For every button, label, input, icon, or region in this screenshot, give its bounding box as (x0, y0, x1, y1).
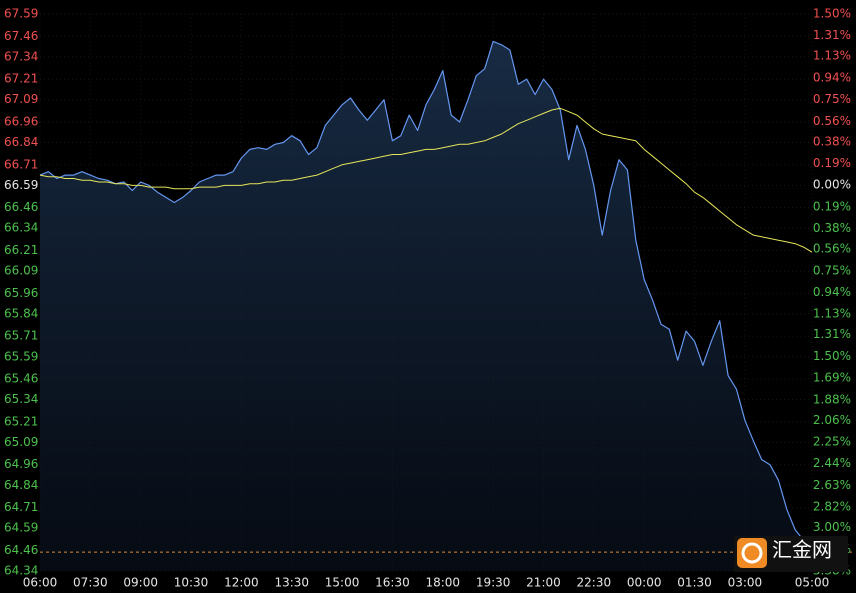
x-tick-label: 12:00 (224, 576, 259, 590)
average-line (39, 107, 813, 253)
y2-tick-label: 2.44% (813, 456, 851, 470)
y2-tick-label: 0.38% (813, 221, 851, 235)
y2-tick-label: 0.56% (813, 242, 851, 256)
y-tick-label: 66.21 (4, 243, 38, 257)
y2-tick-label: 2.63% (813, 478, 851, 492)
y-tick-label: 67.21 (4, 72, 38, 86)
y2-tick-label: 1.50% (813, 349, 851, 363)
y-tick-label: 64.84 (4, 478, 38, 492)
y2-tick-label: 1.50% (813, 7, 851, 21)
y2-tick-label: 0.94% (813, 70, 851, 84)
x-tick-label: 10:30 (174, 576, 209, 590)
x-tick-label: 03:00 (728, 576, 763, 590)
y2-tick-label: 1.88% (813, 392, 851, 406)
logo: 汇金网 (734, 536, 848, 572)
y-tick-label: 66.59 (4, 178, 38, 192)
x-tick-label: 16:30 (375, 576, 410, 590)
x-tick-label: 01:30 (677, 576, 712, 590)
y-tick-label: 65.34 (4, 392, 38, 406)
y2-tick-label: 1.69% (813, 371, 851, 385)
y-tick-label: 66.71 (4, 157, 38, 171)
y-tick-label: 65.21 (4, 414, 38, 428)
y2-tick-label: 0.19% (813, 199, 851, 213)
logo-text: 汇金网 (772, 538, 832, 562)
y2-tick-label: 0.75% (813, 92, 851, 106)
y-tick-label: 64.71 (4, 500, 38, 514)
y2-tick-label: 1.31% (813, 28, 851, 42)
y-tick-label: 66.96 (4, 114, 38, 128)
x-tick-label: 00:00 (627, 576, 662, 590)
x-tick-label: 06:00 (23, 576, 58, 590)
y2-tick-label: 3.00% (813, 520, 851, 534)
y-tick-label: 66.09 (4, 264, 38, 278)
y2-tick-label: 2.25% (813, 435, 851, 449)
y2-tick-label: 0.00% (813, 178, 851, 192)
plot (39, 40, 852, 571)
y2-tick-label: 0.56% (813, 114, 851, 128)
y-tick-label: 64.59 (4, 521, 38, 535)
x-tick-label: 19:30 (476, 576, 511, 590)
price-area (40, 41, 812, 571)
y2-tick-label: 0.19% (813, 156, 851, 170)
y-tick-label: 67.34 (4, 49, 38, 63)
y2-tick-label: 0.75% (813, 263, 851, 277)
y-tick-label: 65.71 (4, 329, 38, 343)
y-tick-label: 65.96 (4, 286, 38, 300)
y-tick-label: 67.59 (4, 7, 38, 21)
y-tick-label: 65.09 (4, 435, 38, 449)
y2-tick-label: 2.82% (813, 500, 851, 514)
x-tick-label: 21:00 (526, 576, 561, 590)
y-tick-label: 64.34 (4, 564, 38, 578)
y2-tick-label: 1.13% (813, 49, 851, 63)
x-tick-label: 15:00 (325, 576, 360, 590)
y-tick-label: 65.84 (4, 306, 38, 320)
x-tick-label: 07:30 (73, 576, 108, 590)
y-tick-label: 67.46 (4, 29, 38, 43)
price-line (39, 40, 813, 553)
y-tick-label: 66.46 (4, 200, 38, 214)
y2-tick-label: 0.94% (813, 285, 851, 299)
logo-icon-ring (741, 542, 763, 564)
x-tick-label: 22:30 (577, 576, 612, 590)
y2-tick-label: 1.31% (813, 327, 851, 341)
x-tick-label: 13:30 (274, 576, 309, 590)
y2-tick-label: 1.13% (813, 307, 851, 321)
logo-icon (737, 538, 767, 568)
y-tick-label: 64.46 (4, 543, 38, 557)
y-tick-label: 64.96 (4, 457, 38, 471)
x-tick-label: 09:00 (123, 576, 158, 590)
x-tick-label: 05:00 (795, 576, 830, 590)
y2-tick-label: 0.38% (813, 134, 851, 148)
y-tick-label: 65.59 (4, 349, 38, 363)
x-tick-label: 18:00 (425, 576, 460, 590)
y-tick-label: 66.84 (4, 135, 38, 149)
y2-tick-label: 2.06% (813, 413, 851, 427)
y-tick-label: 66.34 (4, 221, 38, 235)
y-tick-label: 65.46 (4, 372, 38, 386)
y-tick-label: 67.09 (4, 92, 38, 106)
